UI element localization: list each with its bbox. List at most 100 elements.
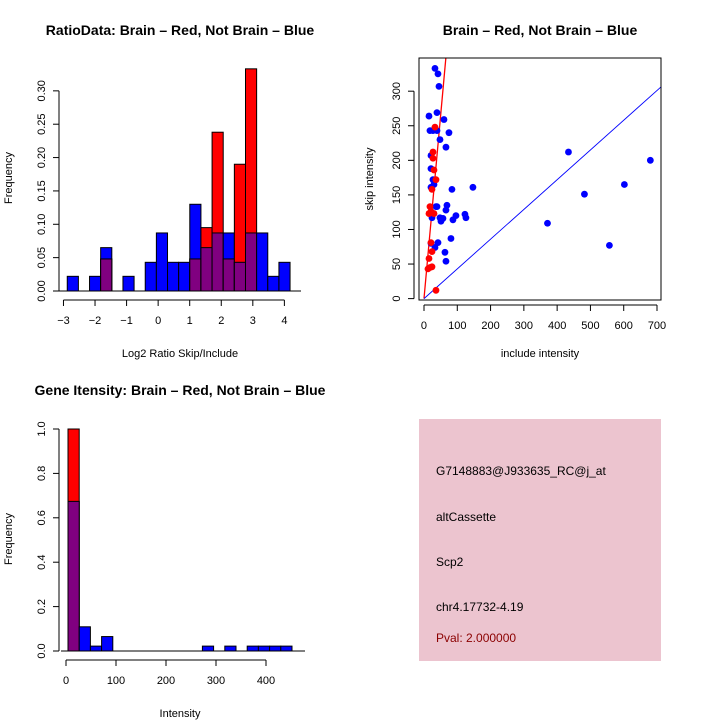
y-tick-label: 300 [391, 82, 403, 100]
ratio-histogram-ylabel: Frequency [3, 152, 15, 204]
gene-intensity-axes: 0 100 200 300 400 0.0 0.2 0.4 0.6 0.8 1.0 [36, 421, 275, 687]
bar-not-brain [201, 645, 215, 652]
bar-overlap [233, 261, 246, 292]
point-not-brain [445, 129, 453, 137]
y-tick-label: 0.20 [36, 147, 48, 168]
info-panel-background [419, 419, 661, 661]
y-tick-label: 0.05 [36, 247, 48, 268]
x-tick-label: 200 [157, 675, 175, 687]
point-not-brain [565, 148, 572, 156]
gene-intensity-histogram-panel: Gene Itensity: Brain – Red, Not Brain – … [3, 382, 326, 720]
point-brain [425, 210, 433, 217]
x-tick-label: 3 [250, 315, 256, 327]
point-not-brain [442, 206, 450, 214]
not-brain-fit-line [423, 86, 661, 299]
bar-not-brain [246, 645, 259, 652]
y-tick-label: 0.30 [36, 80, 48, 101]
point-not-brain [581, 190, 588, 198]
y-tick-label: 150 [391, 186, 403, 204]
bar-overlap [100, 258, 113, 292]
point-brain [432, 286, 440, 294]
point-not-brain [442, 143, 450, 151]
point-not-brain [544, 219, 551, 227]
bar-not-brain [155, 232, 169, 292]
y-tick-label: 0.4 [36, 555, 48, 570]
point-not-brain [425, 112, 433, 120]
ratio-histogram-xlabel: Log2 Ratio Skip/Include [122, 348, 238, 360]
x-tick-label: 2 [218, 315, 224, 327]
probe-id-text: G7148883@J933635_RC@j_at [436, 464, 606, 478]
y-tick-label: 0.00 [36, 280, 48, 301]
point-not-brain [620, 181, 628, 188]
point-not-brain [462, 214, 470, 222]
gene-intensity-title: Gene Itensity: Brain – Red, Not Brain – … [35, 382, 326, 398]
bar-overlap [211, 232, 224, 292]
x-tick-label: 200 [481, 320, 499, 332]
point-not-brain [469, 183, 477, 191]
bar-not-brain [122, 275, 135, 292]
y-tick-label: 200 [391, 151, 403, 169]
x-tick-label: −2 [89, 315, 102, 327]
bar-not-brain [144, 261, 157, 292]
point-brain [425, 255, 433, 262]
point-brain [431, 123, 439, 131]
point-brain [430, 166, 438, 174]
bar-not-brain [89, 645, 103, 652]
ratio-histogram-bars [58, 68, 301, 292]
x-tick-label: 500 [581, 320, 599, 332]
point-brain [427, 239, 435, 247]
x-tick-label: 4 [281, 315, 287, 327]
bar-not-brain [224, 645, 237, 652]
point-brain [430, 210, 438, 217]
y-tick-label: 250 [391, 117, 403, 135]
scatter-xlabel: include intensity [501, 348, 580, 360]
gene-intensity-bars [61, 428, 305, 652]
ratio-histogram-title: RatioData: Brain – Red, Not Brain – Blue [46, 22, 315, 38]
point-not-brain [431, 64, 439, 72]
point-not-brain [441, 248, 449, 256]
bar-not-brain [280, 645, 293, 652]
y-tick-label: 0.25 [36, 113, 48, 134]
point-not-brain [440, 116, 448, 123]
bar-not-brain [256, 232, 269, 292]
y-tick-label: 0.10 [36, 214, 48, 235]
bar-not-brain [66, 275, 79, 292]
point-not-brain [452, 212, 460, 220]
point-brain [428, 263, 436, 271]
scatter-axes: 0 100 200 300 400 500 600 700 0 50 100 150 200 250 300 [391, 57, 666, 332]
bar-overlap [67, 500, 80, 652]
y-tick-label: 1.0 [36, 421, 48, 436]
y-tick-label: 0 [391, 296, 403, 302]
point-not-brain [442, 257, 450, 265]
point-brain [429, 154, 437, 162]
brain-fit-line [423, 58, 447, 299]
bar-not-brain [269, 645, 282, 652]
intensity-scatter-panel: Brain – Red, Not Brain – Blue include in… [364, 22, 666, 360]
bar-overlap [200, 247, 213, 292]
point-brain [429, 148, 437, 156]
x-tick-label: 0 [63, 675, 69, 687]
scatter-fit-lines [423, 58, 661, 299]
info-panel: G7148883@J933635_RC@j_at altCassette Scp… [419, 419, 661, 661]
bar-not-brain [101, 636, 114, 652]
point-not-brain [433, 109, 441, 117]
x-tick-label: 100 [448, 320, 466, 332]
scatter-ylabel: skip intensity [364, 147, 376, 210]
x-tick-label: 100 [107, 675, 125, 687]
bar-not-brain [167, 261, 180, 292]
x-tick-label: 600 [615, 320, 633, 332]
gene-intensity-ylabel: Frequency [3, 513, 15, 565]
point-not-brain [435, 82, 443, 90]
point-not-brain [433, 203, 441, 211]
gene-intensity-xlabel: Intensity [160, 708, 201, 720]
location-text: chr4.17732-4.19 [436, 600, 524, 614]
y-tick-label: 0.8 [36, 466, 48, 481]
point-not-brain [447, 235, 455, 242]
point-not-brain [646, 156, 654, 164]
bar-not-brain [178, 261, 191, 292]
y-tick-label: 0.15 [36, 180, 48, 201]
y-tick-label: 50 [391, 258, 403, 270]
point-brain [428, 185, 436, 193]
bar-not-brain [257, 645, 271, 652]
x-tick-label: 700 [648, 320, 666, 332]
